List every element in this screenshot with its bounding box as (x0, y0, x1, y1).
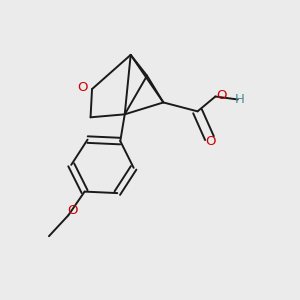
Text: O: O (205, 135, 215, 148)
Text: O: O (217, 89, 227, 102)
Text: H: H (235, 93, 245, 106)
Text: O: O (77, 81, 88, 94)
Text: O: O (67, 203, 77, 217)
